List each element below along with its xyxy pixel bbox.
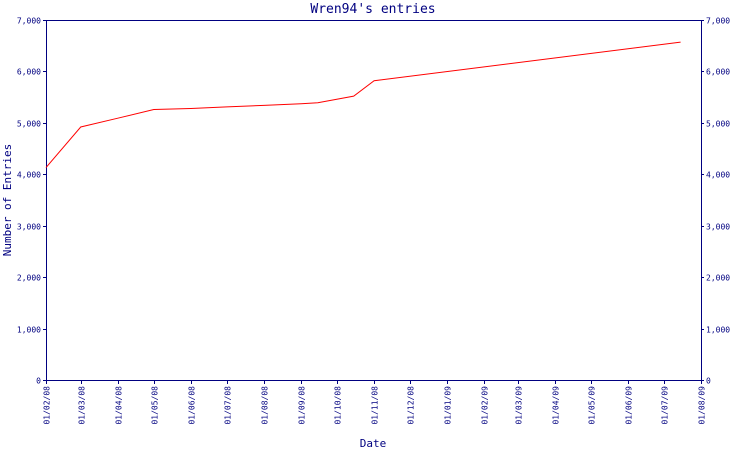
series-line <box>45 41 681 168</box>
x-tick-label: 01/03/09 <box>515 386 524 425</box>
x-tick-label: 01/01/09 <box>444 386 453 425</box>
y-tick-label-left: 6,000 <box>17 68 41 77</box>
x-tick-label: 01/06/09 <box>625 386 634 425</box>
y-tick-label-left: 7,000 <box>17 17 41 26</box>
y-tick-label-right: 2,000 <box>706 274 730 283</box>
y-tick-label-right: 7,000 <box>706 17 730 26</box>
x-axis: 01/02/08 01/03/08 01/04/08 01/05/08 01/06/08… <box>43 380 707 425</box>
y-tick-label-right: 3,000 <box>706 223 730 232</box>
y-tick-label-right: 5,000 <box>706 120 730 129</box>
y-tick-label-right: 6,000 <box>706 68 730 77</box>
x-tick-label: 01/09/08 <box>298 386 307 425</box>
x-tick-label: 01/10/08 <box>334 386 343 425</box>
x-tick-label: 01/06/08 <box>188 386 197 425</box>
x-tick-label: 01/02/08 <box>43 386 52 425</box>
y-axis-left: 0 1,000 2,000 3,000 4,000 5,000 6,000 7,000 <box>17 17 46 386</box>
x-tick-label: 01/07/09 <box>661 386 670 425</box>
x-tick-label: 01/03/08 <box>78 386 87 425</box>
y-tick-label-left: 0 <box>36 377 41 386</box>
y-tick-label-left: 3,000 <box>17 223 41 232</box>
y-tick-label-left: 2,000 <box>17 274 41 283</box>
y-tick-label-left: 4,000 <box>17 171 41 180</box>
y-tick-label-right: 4,000 <box>706 171 730 180</box>
x-tick-label: 01/02/09 <box>481 386 490 425</box>
x-tick-label: 01/11/08 <box>371 386 380 425</box>
x-tick-label: 01/04/08 <box>115 386 124 425</box>
y-tick-label-left: 1,000 <box>17 326 41 335</box>
x-axis-label: Date <box>360 437 387 450</box>
y-axis-label: Number of Entries <box>1 144 14 257</box>
x-tick-label: 01/08/09 <box>698 386 707 425</box>
plot-frame <box>46 20 702 381</box>
y-tick-label-right: 1,000 <box>706 326 730 335</box>
series-group <box>45 41 681 168</box>
x-tick-label: 01/04/09 <box>552 386 561 425</box>
x-tick-label: 01/12/08 <box>407 386 416 425</box>
chart-title: Wren94's entries <box>310 2 435 17</box>
y-tick-label-right: 0 <box>706 377 711 386</box>
y-axis-right: 0 1,000 2,000 3,000 4,000 5,000 6,000 7,000 <box>701 17 730 386</box>
x-tick-label: 01/05/08 <box>151 386 160 425</box>
x-tick-label: 01/08/08 <box>261 386 270 425</box>
x-tick-label: 01/07/08 <box>224 386 233 425</box>
y-tick-label-left: 5,000 <box>17 120 41 129</box>
x-tick-label: 01/05/09 <box>588 386 597 425</box>
